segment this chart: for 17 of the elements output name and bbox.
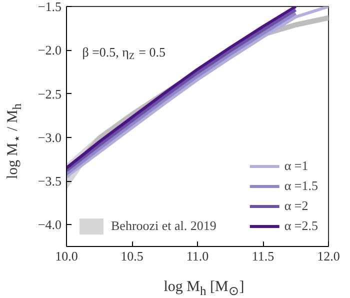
- x-tick-label: 11.5: [252, 248, 274, 264]
- legend-label: α =2.5: [284, 218, 318, 234]
- y-tick-label: −4.0: [38, 217, 62, 232]
- y-tick-label: −2.5: [38, 86, 62, 102]
- x-tick-label: 12.0: [317, 248, 340, 264]
- x-axis-title: log M$_{h}$ [M$_{⊙}$]: [164, 278, 244, 298]
- x-tick-label: 11.0: [186, 248, 209, 264]
- y-tick-label: −2.0: [38, 42, 62, 58]
- x-tick-label: 10.5: [120, 248, 144, 264]
- y-tick-label: −1.5: [38, 0, 62, 14]
- legend-label: α =1: [284, 158, 308, 174]
- y-tick-label: −3.5: [38, 174, 62, 189]
- y-tick-label: −3.0: [38, 130, 62, 145]
- legend-label: Behroozi et al. 2019: [111, 218, 216, 234]
- legend-label: α =1.5: [284, 178, 318, 194]
- legend-label: α =2: [284, 198, 308, 214]
- x-tick-label: 10.0: [55, 248, 78, 264]
